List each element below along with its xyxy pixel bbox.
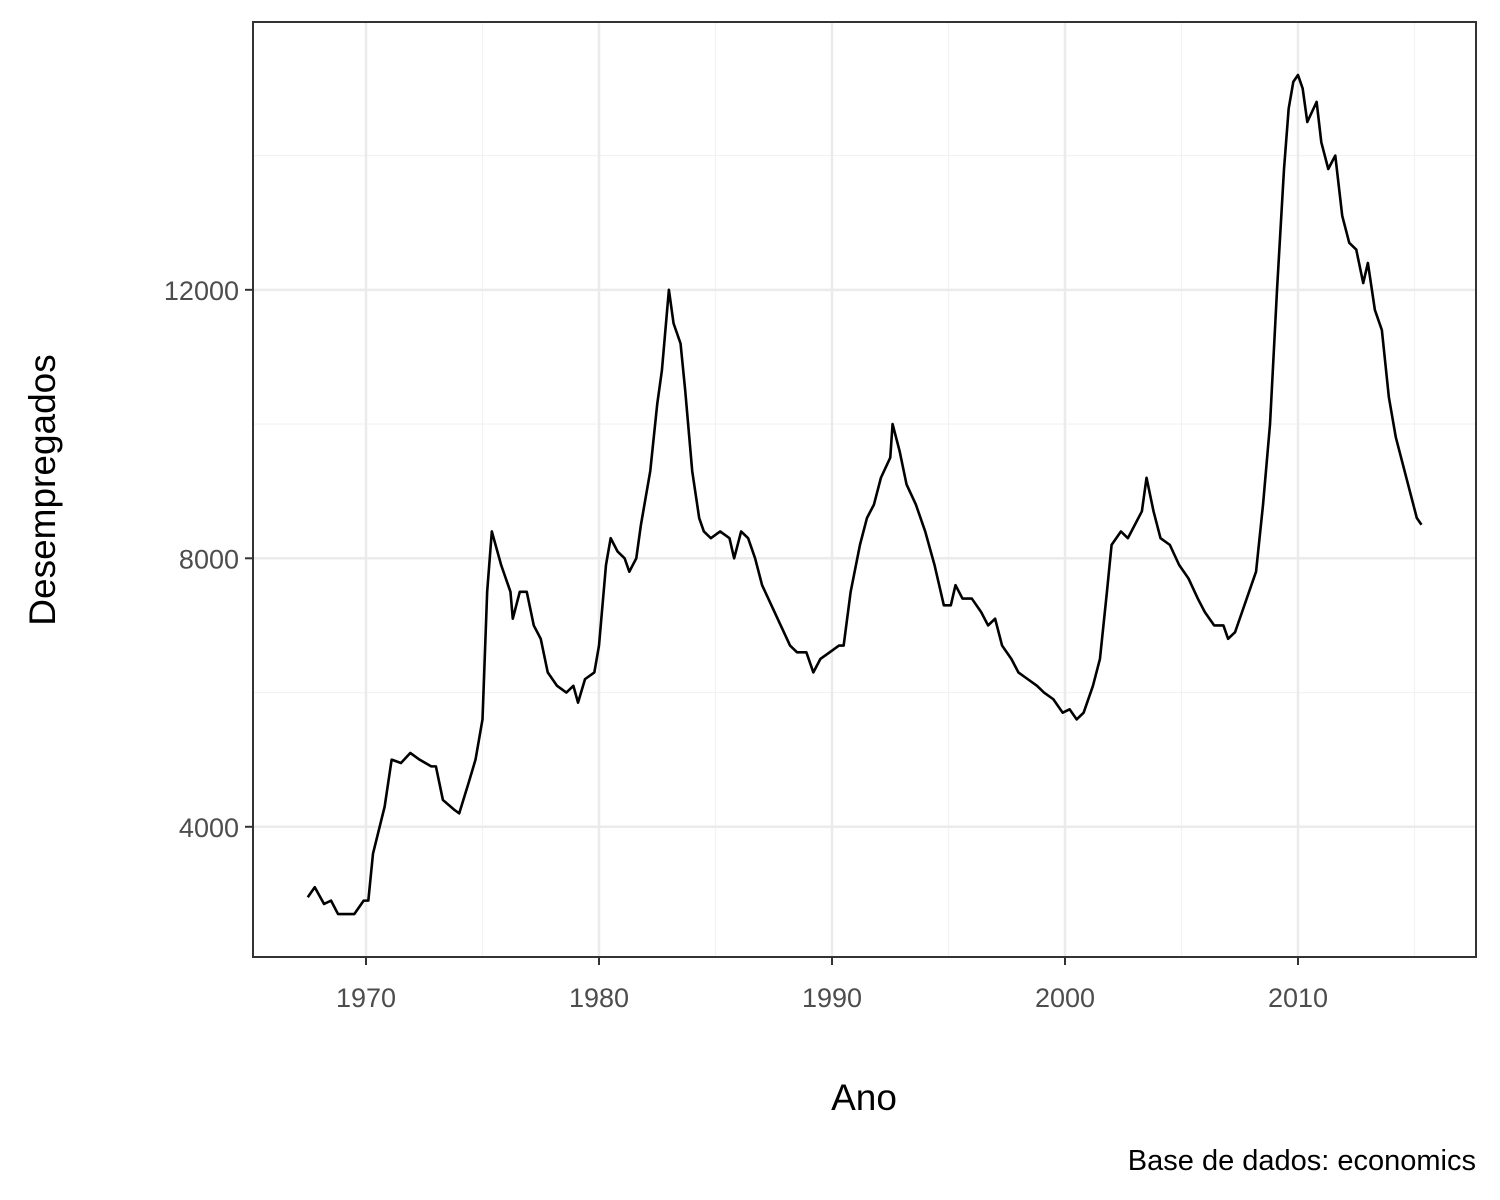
x-axis-title: Ano — [831, 1077, 897, 1118]
x-tick-label: 1990 — [802, 983, 862, 1013]
caption: Base de dados: economics — [1128, 1145, 1476, 1177]
y-tick-label: 12000 — [164, 276, 239, 306]
y-axis-title: Desempregados — [22, 354, 63, 625]
x-tick-label: 1980 — [569, 983, 629, 1013]
y-tick-label: 8000 — [179, 544, 239, 574]
y-tick-label: 4000 — [179, 813, 239, 843]
x-tick-label: 1970 — [336, 983, 396, 1013]
panel-border — [252, 21, 1477, 958]
x-tick-label: 2000 — [1035, 983, 1095, 1013]
x-tick-label: 2010 — [1268, 983, 1328, 1013]
line-series — [306, 73, 1423, 916]
